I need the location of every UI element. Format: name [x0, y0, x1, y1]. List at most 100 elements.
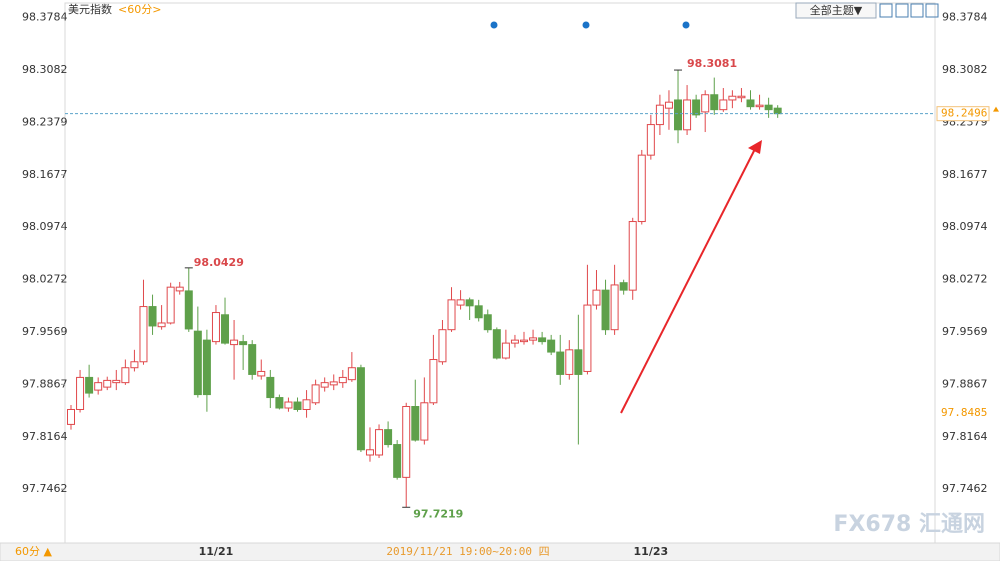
candle-body — [112, 379, 121, 384]
tool-icon[interactable] — [879, 3, 893, 18]
theme-button-label[interactable]: 全部主题▼ — [810, 3, 863, 17]
arrow-head — [748, 140, 762, 154]
y-tick-label: 98.3082 — [22, 63, 68, 76]
candle-body — [447, 299, 456, 331]
candle-body — [184, 290, 193, 330]
y2-tick-label: 97.8164 — [942, 430, 988, 443]
candle-body — [583, 304, 592, 372]
candle-body — [411, 406, 420, 441]
y-tick-label: 97.9569 — [22, 325, 68, 338]
cursor-value-label: 97.8485 — [941, 406, 987, 419]
cursor-time: 2019/11/21 19:00~20:00 四 — [386, 545, 549, 558]
candle-body — [474, 305, 483, 319]
candle-body — [646, 124, 655, 156]
candle-body — [347, 367, 356, 381]
candle-body — [76, 376, 85, 410]
candle-body — [592, 289, 601, 306]
candle-body — [211, 312, 220, 343]
candle-body — [664, 101, 673, 109]
y2-tick-label: 98.0974 — [942, 220, 988, 233]
candle-body — [601, 289, 610, 331]
candle-body — [565, 349, 574, 375]
candle-body — [193, 330, 202, 396]
candle-body — [637, 154, 646, 223]
candle-body — [483, 314, 492, 331]
candle-body — [628, 221, 637, 291]
candle-body — [103, 379, 112, 388]
candle-body — [329, 381, 338, 386]
candle-body — [556, 351, 565, 375]
candle-body — [248, 344, 257, 375]
candle-body — [302, 399, 311, 410]
candle-body — [320, 382, 329, 388]
last-price-label: 98.2496 — [941, 107, 987, 120]
candle-body — [737, 95, 746, 99]
candle-body — [202, 339, 211, 396]
candle-body — [701, 94, 710, 113]
x-tick-label: 11/21 — [199, 545, 234, 558]
candle-body — [728, 95, 737, 101]
candle-body — [139, 306, 148, 363]
candle-body — [429, 359, 438, 404]
x-tick-label: 11/23 — [634, 545, 669, 558]
high-annotation: 98.0429 — [194, 256, 244, 269]
tool-icon[interactable] — [910, 3, 924, 18]
candle-body — [520, 339, 528, 343]
candle-body — [67, 408, 75, 425]
candle-body — [773, 107, 782, 115]
candle-body — [746, 99, 755, 108]
event-dot[interactable] — [582, 21, 590, 29]
last-price-box — [936, 106, 990, 122]
y2-tick-label: 98.3082 — [942, 63, 988, 76]
candle-body — [85, 376, 94, 394]
low-annotation: 97.7219 — [413, 507, 463, 520]
tool-icon[interactable] — [895, 3, 909, 18]
candle-body — [130, 361, 139, 369]
y-tick-label: 98.2379 — [22, 115, 68, 128]
candle-body — [538, 337, 547, 343]
tool-icon[interactable] — [925, 3, 939, 18]
candle-body — [547, 339, 556, 353]
y2-tick-label: 98.1677 — [942, 168, 988, 181]
y-tick-label: 97.7462 — [22, 482, 68, 495]
plot-frame — [64, 2, 936, 544]
arrow-shaft — [620, 146, 757, 414]
candle-body — [166, 286, 175, 324]
candle-body — [402, 406, 411, 478]
event-dot[interactable] — [682, 21, 690, 29]
candle-body — [393, 444, 402, 478]
y2-tick-label: 97.9569 — [942, 325, 988, 338]
candle-body — [692, 99, 701, 116]
candle-body — [465, 299, 474, 307]
candle-body — [510, 339, 519, 344]
candle-body — [338, 376, 347, 384]
theme-button[interactable] — [795, 2, 877, 19]
candle-body — [719, 99, 728, 111]
candle-body — [266, 376, 275, 399]
candle-body — [683, 99, 692, 131]
last-price-arrow — [993, 106, 999, 112]
candle-body — [230, 339, 239, 346]
bottom-bar — [0, 542, 1000, 561]
period-button[interactable]: 60分 ▲ — [15, 545, 52, 558]
candle-body — [529, 337, 538, 341]
candle-body — [384, 429, 393, 446]
y2-tick-label: 97.7462 — [942, 482, 988, 495]
y-tick-label: 98.0272 — [22, 273, 68, 286]
candle-body — [755, 104, 764, 108]
candle-body — [94, 382, 103, 391]
candle-body — [501, 342, 510, 359]
candle-body — [356, 367, 365, 451]
candle-body — [492, 329, 501, 359]
y-tick-label: 98.1677 — [22, 168, 68, 181]
candle-body — [710, 94, 719, 111]
y-tick-label: 97.8164 — [22, 430, 68, 443]
candle-body — [121, 367, 130, 384]
toolbar-icons[interactable] — [879, 3, 939, 18]
candle-body — [157, 322, 166, 328]
y2-tick-label: 98.3784 — [942, 11, 988, 24]
candle-body — [438, 329, 447, 363]
event-dot[interactable] — [490, 21, 498, 29]
chart-title: 美元指数 — [68, 2, 112, 16]
